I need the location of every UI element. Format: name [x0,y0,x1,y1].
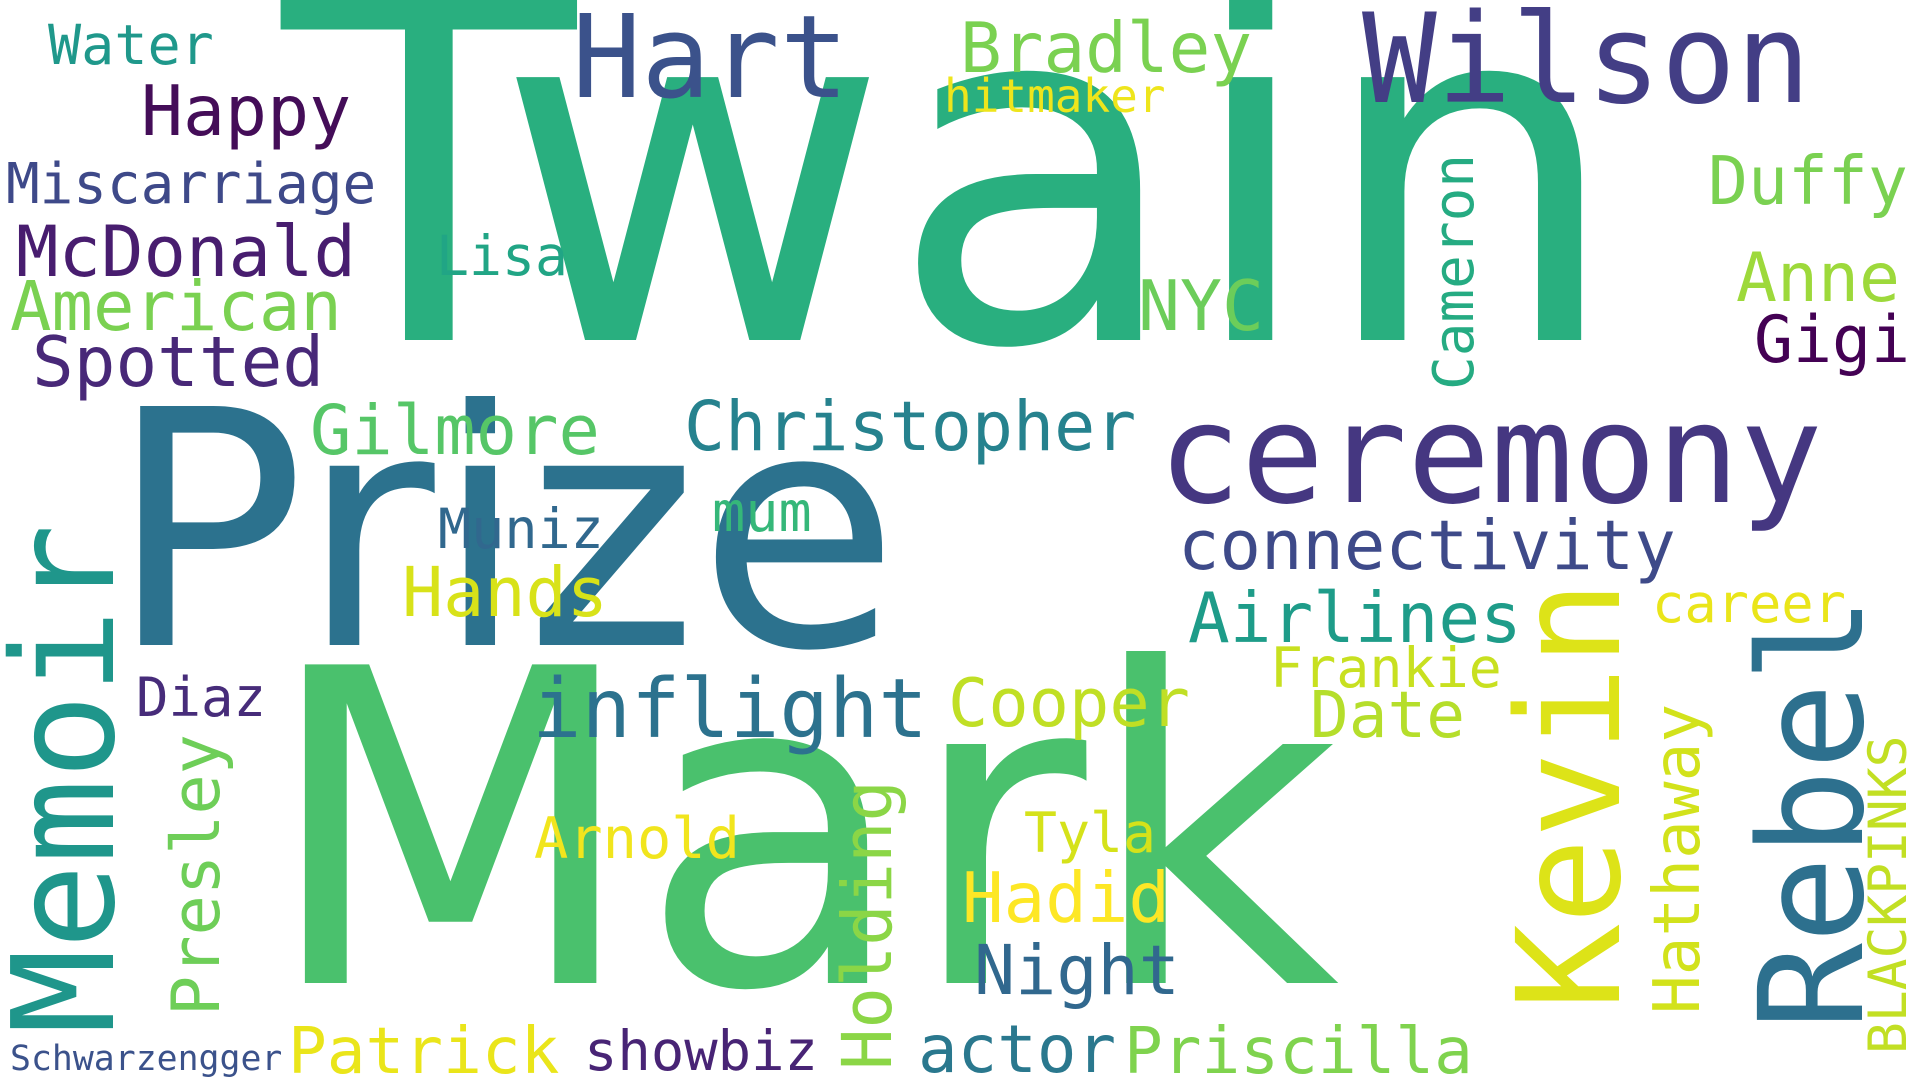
word-arnold: Arnold [534,806,740,873]
word-hitmaker: hitmaker [944,69,1166,123]
word-miscarriage: Miscarriage [6,152,377,218]
word-water: Water [48,13,214,78]
word-muniz: Muniz [438,497,604,562]
word-night: Night [974,931,1180,1011]
word-christopher: Christopher [684,387,1137,467]
word-mum: mum [712,481,812,546]
word-mark: Mark [262,577,1340,1080]
word-career: career [1652,572,1846,636]
word-inflight: inflight [532,661,928,757]
word-ceremony: ceremony [1158,374,1823,535]
word-mcdonald: McDonald [16,209,357,293]
word-connectivity: connectivity [1178,505,1676,586]
word-showbiz: showbiz [584,1019,818,1080]
word-wilson: Wilson [1362,0,1811,132]
word-anne: Anne [1736,238,1900,318]
word-hart: Hart [572,0,849,125]
word-twain: Twain [282,0,1622,454]
word-hadid: Hadid [962,859,1170,940]
word-date: Date [1310,677,1466,753]
word-cameron: Cameron [1422,153,1487,390]
word-nyc: NYC [1138,266,1265,348]
word-airlines: Airlines [1188,579,1522,660]
word-bradley: Bradley [960,9,1253,90]
word-duffy: Duffy [1708,141,1908,220]
word-prize: Prize [108,341,900,723]
word-hands: Hands [402,553,608,633]
word-cooper: Cooper [948,663,1191,742]
word-hathaway: Hathaway [1639,703,1715,1015]
word-holding: Holding [827,780,908,1070]
word-gilmore: Gilmore [310,390,600,471]
word-schwarzengger: Schwarzengger [10,1038,283,1079]
word-tyla: Tyla [1024,800,1156,865]
word-happy: Happy [141,71,352,153]
word-memoir: Memoir [0,523,148,1034]
word-blackpinks: BLACKPINKS [1857,735,1919,1055]
word-presley: Presley [156,734,235,1016]
word-patrick: Patrick [288,1013,560,1080]
word-lisa: Lisa [436,223,568,288]
word-american: American [10,266,342,347]
word-frankie: Frankie [1270,636,1502,701]
word-actor: actor [918,1011,1117,1080]
word-gigi: Gigi [1754,302,1911,378]
word-priscilla: Priscilla [1124,1013,1473,1080]
word-spotted: Spotted [32,323,325,404]
word-diaz: Diaz [136,666,267,729]
